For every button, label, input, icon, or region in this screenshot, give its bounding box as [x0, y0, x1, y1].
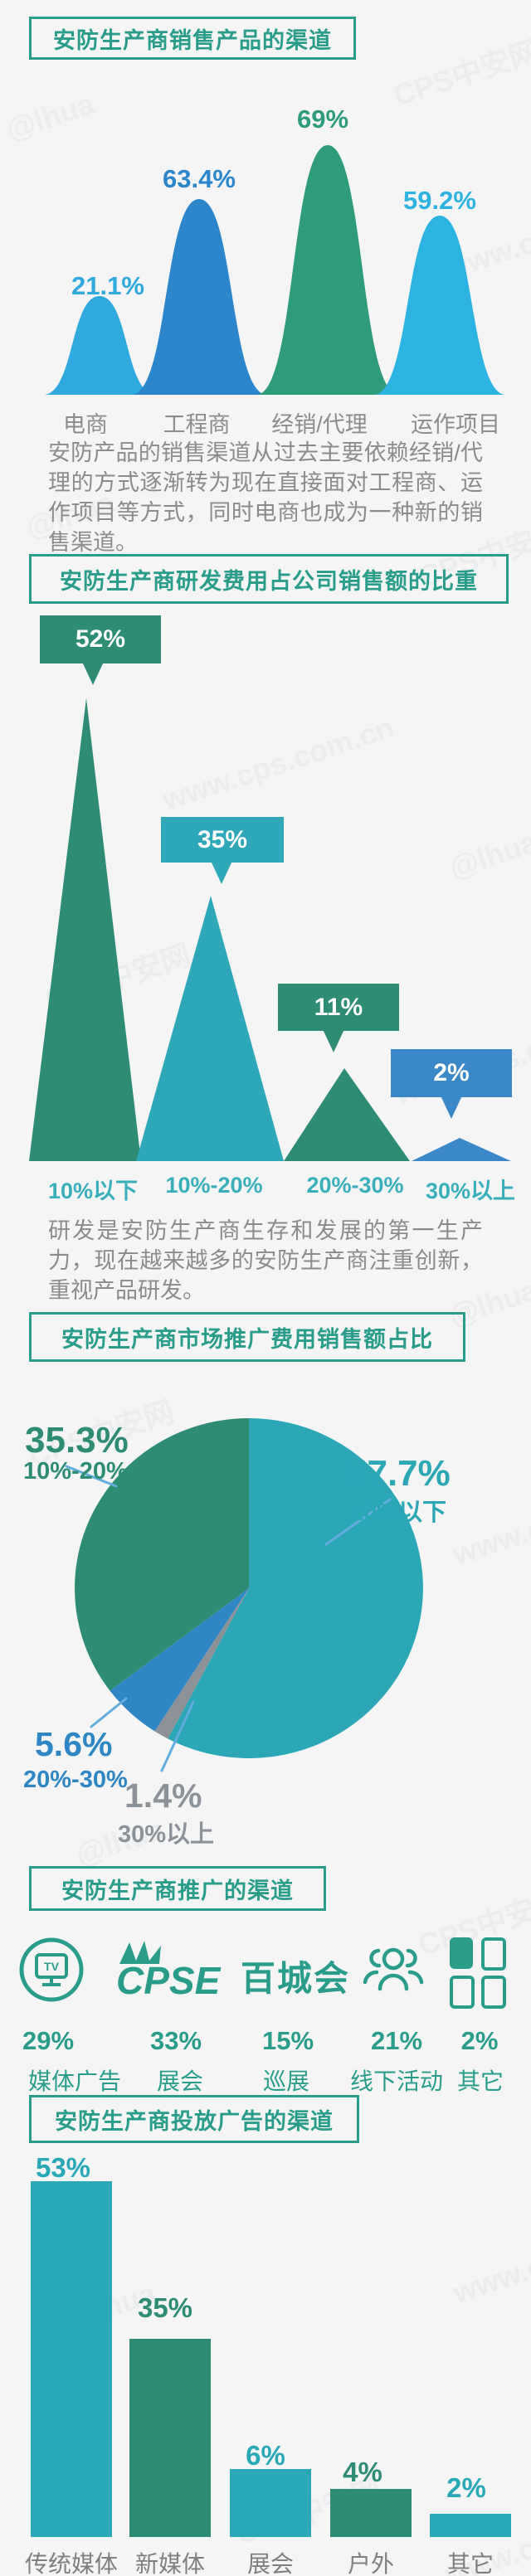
- rd-callout-value: 35%: [161, 817, 284, 863]
- title-ad-channels: 安防生产商投放广告的渠道: [29, 2095, 359, 2143]
- rd-category: 30%以上: [425, 1179, 516, 1203]
- ad-bar-category: 新媒体: [134, 2551, 206, 2576]
- rd-callout-pointer: [211, 861, 232, 884]
- pie-leader-line: [90, 1697, 128, 1728]
- rd-category: 10%以下: [47, 1179, 139, 1203]
- grid-other-icon: [450, 1937, 508, 2010]
- title-marketing-expense: 安防生产商市场推广费用销售额占比: [29, 1312, 465, 1362]
- sales-peak-工程商: [131, 199, 267, 395]
- ad-bar-category: 其它: [446, 2551, 494, 2576]
- sales-peak-value: 59.2%: [403, 186, 476, 215]
- promo-pct-expo: 33%: [149, 2026, 202, 2055]
- pie-category-10%以下: 10%以下: [350, 1499, 447, 1526]
- pie-value-10%以下: 57.7%: [347, 1453, 451, 1494]
- promo-pct-tour: 15%: [261, 2026, 314, 2055]
- promo-label-media: 媒体广告: [27, 2068, 122, 2094]
- ad-bar-value: 53%: [35, 2152, 91, 2183]
- rd-peak-20%-30%: [284, 1068, 410, 1161]
- pie-value-10%-20%: 35.3%: [25, 1420, 129, 1461]
- rd-category: 10%-20%: [165, 1173, 263, 1198]
- promo-pct-other: 2%: [460, 2026, 499, 2055]
- svg-text:TV: TV: [44, 1960, 60, 1973]
- pie-leader-line: [160, 1700, 195, 1772]
- sales-peak-value: 63.4%: [163, 164, 236, 193]
- pie-category-30%以上: 30%以上: [118, 1821, 215, 1848]
- ad-bar-category: 户外: [347, 2551, 395, 2576]
- sales-peak-经销/代理: [256, 145, 399, 395]
- pie-category-20%-30%: 20%-30%: [23, 1767, 128, 1793]
- rd-category: 20%-30%: [306, 1173, 404, 1198]
- grid-square-outline: [481, 1937, 506, 1971]
- promo-label-other: 其它: [456, 2068, 504, 2094]
- promo-pct-offline: 21%: [370, 2026, 423, 2055]
- rd-callout-pointer: [441, 1096, 462, 1119]
- pie-slice-10%以下: [168, 1418, 423, 1758]
- rd-note-paragraph: 研发是安防生产商生存和发展的第一生产力，现在越来越多的安防生产商注重创新，重视产…: [48, 1218, 483, 1303]
- ad-bar-value: 35%: [137, 2292, 193, 2323]
- sales-peak-value: 69%: [296, 104, 349, 134]
- pie-slice-10%-20%: [75, 1418, 249, 1691]
- ad-bar-新媒体: [129, 2339, 211, 2537]
- people-group-icon: [363, 1947, 424, 1991]
- rd-peak-10%-20%: [136, 896, 284, 1161]
- rd-callout-pointer: [82, 662, 104, 685]
- sales-peak-value: 21.1%: [71, 271, 144, 300]
- grid-square-outline: [450, 1976, 475, 2009]
- promo-label-tour: 巡展: [262, 2068, 310, 2094]
- ad-bar-category: 传统媒体: [24, 2551, 119, 2576]
- promo-label-offline: 线下活动: [349, 2068, 444, 2094]
- pie-value-30%以上: 1.4%: [124, 1776, 202, 1815]
- rd-callout-value: 52%: [40, 615, 161, 663]
- baichenghui-tour-logo: 百城会: [241, 1959, 351, 1998]
- sales-peak-运作项目: [373, 216, 506, 395]
- cpse-expo-logo: CPSE: [116, 1941, 222, 2002]
- ad-bar-展会: [230, 2469, 311, 2537]
- sales-peak-category: 运作项目: [411, 412, 500, 437]
- tv-media-icon: TV: [19, 1937, 84, 2002]
- rd-callout-value: 2%: [391, 1049, 512, 1097]
- sales-peak-category: 经销/代理: [271, 412, 368, 437]
- pie-category-10%-20%: 10%-20%: [23, 1458, 128, 1485]
- ad-bar-其它: [430, 2514, 511, 2537]
- title-rd-expense: 安防生产商研发费用占公司销售额的比重: [29, 554, 509, 604]
- grid-square-outline: [481, 1976, 506, 2009]
- ad-bar-category: 展会: [246, 2551, 295, 2576]
- title-promo-channels: 安防生产商推广的渠道: [29, 1866, 326, 1911]
- svg-text:CPSE: CPSE: [116, 1959, 222, 2002]
- ad-bar-value: 2%: [446, 2472, 486, 2503]
- pie-leader-line: [65, 1465, 118, 1488]
- rd-peak-30%以上: [412, 1138, 511, 1161]
- promo-pct-media: 29%: [22, 2026, 75, 2055]
- ad-bar-value: 6%: [246, 2440, 285, 2471]
- pie-value-20%-30%: 5.6%: [35, 1725, 113, 1763]
- ad-bar-传统媒体: [31, 2181, 112, 2537]
- grid-square-filled: [450, 1937, 473, 1969]
- sales-peak-电商: [43, 296, 156, 395]
- rd-callout-pointer: [323, 1029, 344, 1052]
- sales-note-paragraph: 安防产品的销售渠道从过去主要依赖经销/代理的方式逐渐转为现在直接面对工程商、运作…: [48, 440, 483, 555]
- pie-leader-line: [324, 1498, 392, 1546]
- sales-peak-category: 电商: [63, 412, 108, 437]
- ad-bar-value: 4%: [343, 2457, 382, 2487]
- promo-label-expo: 展会: [156, 2068, 204, 2094]
- pie-slice-30%以上: [154, 1588, 249, 1739]
- sales-peak-category: 工程商: [163, 412, 231, 437]
- title-sales-channels: 安防生产商销售产品的渠道: [29, 17, 356, 60]
- rd-peak-10%以下: [29, 698, 141, 1161]
- rd-callout-value: 11%: [278, 984, 399, 1031]
- ad-bar-户外: [330, 2489, 412, 2537]
- pie-slice-20%-30%: [110, 1588, 249, 1732]
